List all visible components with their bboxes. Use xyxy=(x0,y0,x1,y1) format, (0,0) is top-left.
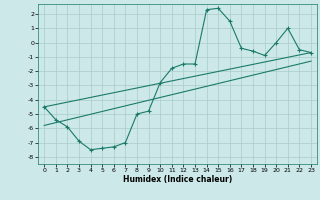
X-axis label: Humidex (Indice chaleur): Humidex (Indice chaleur) xyxy=(123,175,232,184)
